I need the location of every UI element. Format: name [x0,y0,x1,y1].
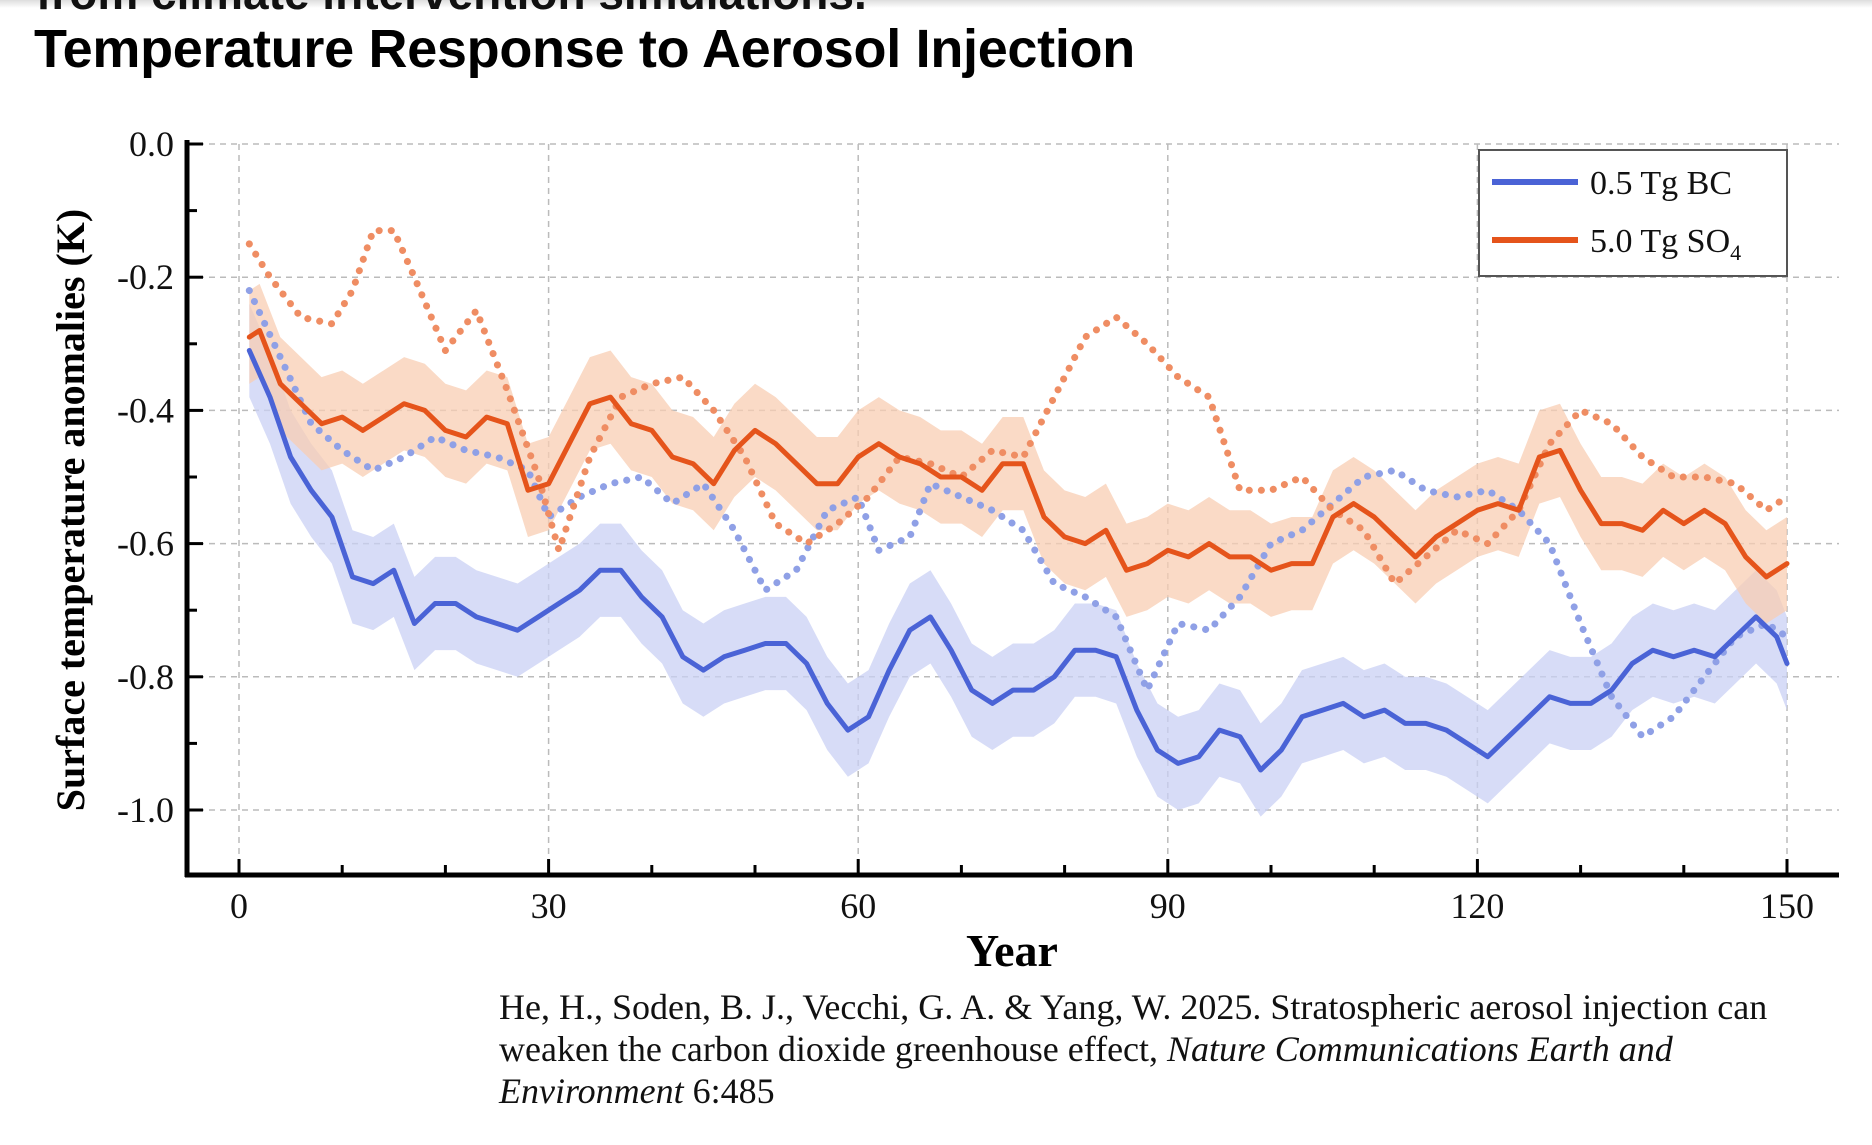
x-tick-label: 60 [840,886,876,926]
series-lines [245,227,1791,773]
series-line-5-0-tg-so4 [246,328,1790,580]
x-axis-label: Year [966,925,1058,976]
legend-box [1478,149,1788,277]
citation-journal: Nature Communications Earth and Environm… [499,1029,1673,1111]
citation-volume: 6:485 [683,1071,775,1111]
y-tick-label: -0.8 [117,657,174,697]
uncertainty-band-bc [249,303,1787,817]
window-top-edge [0,0,1872,8]
axes [184,140,1839,878]
y-axis-label: Surface temperature anomalies (K) [48,209,93,811]
citation-text: He, H., Soden, B. J., Vecchi, G. A. & Ya… [499,987,1768,1069]
legend-label-so4: 5.0 Tg SO4 [1590,223,1741,265]
x-tick-label: 120 [1450,886,1504,926]
y-tick-label: -1.0 [117,790,174,830]
series-line-bc-dotted- [245,287,1791,741]
legend: 0.5 Tg BC 5.0 Tg SO4 [1478,149,1788,277]
clipped-subtitle: from climate intervention simulations. [36,0,867,20]
citation: He, H., Soden, B. J., Vecchi, G. A. & Ya… [499,986,1859,1112]
tick-labels: 0 30 60 90 120 150 0.0 -0.2 -0.4 -0.6 -0.8 -1.0 [117,124,1814,926]
series-line-0-5-tg-bc [246,348,1790,773]
y-tick-label: 0.0 [129,124,174,164]
y-tick-label: -0.6 [117,524,174,564]
uncertainty-bands [249,283,1787,817]
x-tick-label: 90 [1150,886,1186,926]
y-tick-label: -0.4 [117,390,174,430]
y-tick-label: -0.2 [117,257,174,297]
legend-label-so4-subscript: 4 [1730,240,1741,265]
x-tick-label: 150 [1760,886,1814,926]
legend-label-bc: 0.5 Tg BC [1590,165,1732,202]
x-tick-label: 0 [230,886,248,926]
legend-label-so4-main: 5.0 Tg SO [1590,223,1730,260]
page-title: Temperature Response to Aerosol Injectio… [34,19,1135,79]
x-tick-label: 30 [531,886,567,926]
uncertainty-band-so4 [249,283,1787,624]
